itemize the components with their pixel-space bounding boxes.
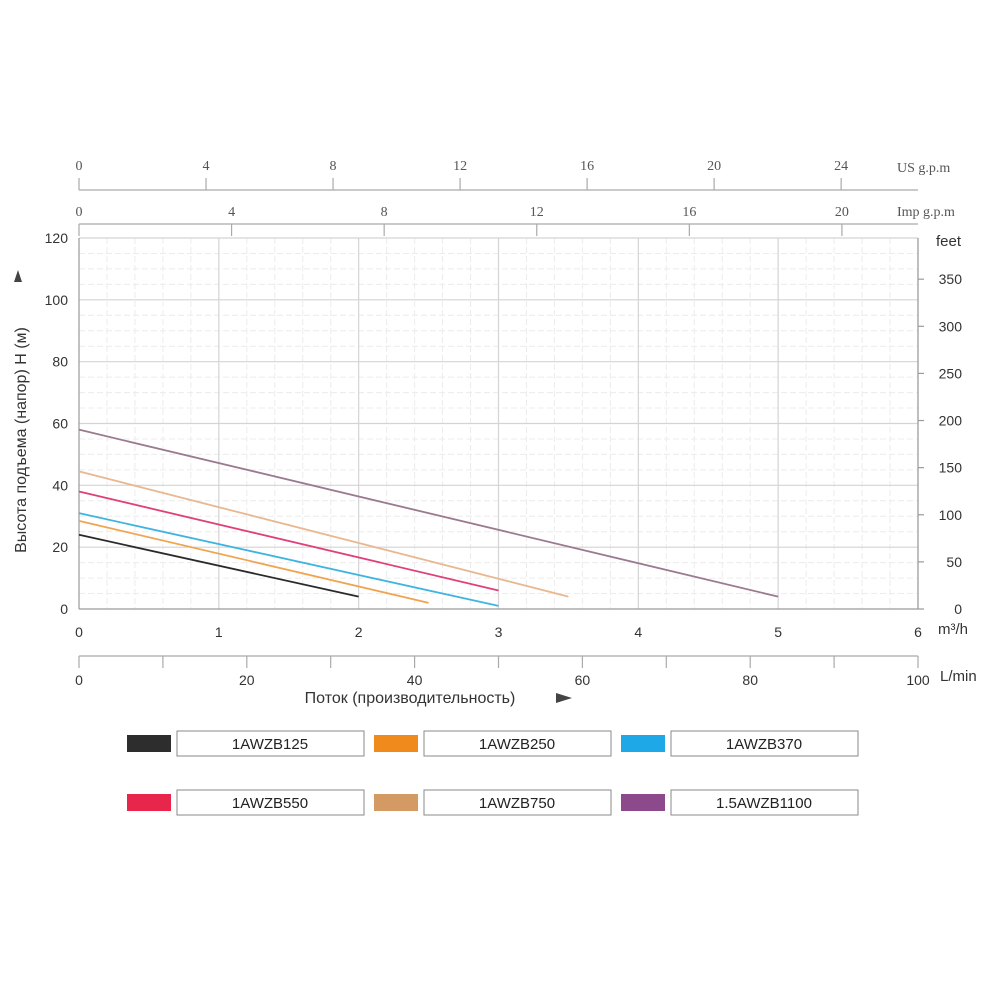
legend-swatch	[621, 735, 665, 752]
us-gpm-axis: 0 4 8 12 16 20 24	[76, 159, 918, 191]
lmin-tick-label: 40	[407, 672, 423, 688]
lmin-axis-unit: L/min	[940, 668, 977, 685]
series-line-1awzb370	[78, 512, 499, 607]
lmin-axis: 0 20 40 60 80 100	[75, 655, 930, 688]
y-tick-label: 0	[60, 601, 68, 617]
x-axis-arrow-icon	[556, 693, 572, 703]
lmin-tick-label: 60	[575, 672, 591, 688]
us-gpm-tick-label: 0	[76, 159, 83, 174]
y-tick-label: 20	[52, 539, 68, 555]
x-tick-label: 2	[355, 624, 363, 640]
lmin-tick-label: 20	[239, 672, 255, 688]
x-tick-label: 5	[774, 624, 782, 640]
legend-label: 1AWZB750	[479, 795, 555, 812]
legend-box	[176, 730, 365, 757]
legend-label: 1AWZB550	[232, 795, 308, 812]
y2-axis-ticks: 0 50 100 150 200 250 300 350	[918, 271, 962, 617]
us-gpm-tick-label: 24	[834, 159, 848, 174]
y-tick-label: 120	[45, 230, 69, 246]
lmin-tick-label: 80	[742, 672, 758, 688]
us-gpm-tick-label: 8	[330, 159, 337, 174]
y2-tick-label: 0	[954, 601, 962, 617]
series-line-1awzb250	[78, 520, 429, 604]
y2-tick-label: 350	[939, 271, 963, 287]
x-axis-title: Поток (производительность)	[305, 690, 516, 707]
imp-gpm-tick-label: 16	[682, 205, 696, 220]
imp-gpm-tick-label: 20	[835, 205, 849, 220]
legend-swatch	[374, 735, 418, 752]
plot-frame	[78, 238, 919, 610]
y2-axis-unit: feet	[936, 233, 962, 250]
legend-swatch	[374, 794, 418, 811]
legend-swatch	[127, 794, 171, 811]
series-line-1-5awzb1100	[78, 428, 779, 598]
imp-gpm-unit: Imp g.p.m	[897, 205, 955, 220]
y2-tick-label: 100	[939, 507, 963, 523]
us-gpm-unit: US g.p.m	[897, 161, 950, 176]
x-tick-label: 1	[215, 624, 223, 640]
legend-box	[670, 730, 859, 757]
lmin-tick-label: 100	[906, 672, 930, 688]
imp-gpm-tick-label: 8	[381, 205, 388, 220]
y-axis-arrow-icon	[14, 270, 22, 282]
legend-swatch	[621, 794, 665, 811]
y-tick-label: 100	[45, 292, 69, 308]
legend-box	[176, 789, 365, 816]
legend-label: 1AWZB370	[726, 736, 802, 753]
imp-gpm-tick-label: 0	[76, 205, 83, 220]
y2-tick-label: 50	[946, 554, 962, 570]
y-tick-label: 40	[52, 477, 68, 493]
series-line-1awzb550	[78, 490, 499, 592]
y2-tick-label: 300	[939, 318, 963, 334]
us-gpm-tick-label: 20	[707, 159, 721, 174]
series-line-1awzb750	[78, 470, 569, 598]
x-tick-label: 6	[914, 624, 922, 640]
legend-label: 1AWZB250	[479, 736, 555, 753]
legend-box	[423, 789, 612, 816]
us-gpm-tick-label: 4	[203, 159, 210, 174]
lmin-tick-label: 0	[75, 672, 83, 688]
major-grid	[79, 237, 919, 609]
y-axis-ticks: 0 20 40 60 80 100 120	[45, 230, 69, 617]
series-line-1awzb125	[78, 533, 359, 598]
us-gpm-tick-label: 12	[453, 159, 467, 174]
y-axis-title: Высота подъема (напор) H (м)	[13, 327, 30, 553]
x-tick-label: 0	[75, 624, 83, 640]
legend-swatch	[127, 735, 171, 752]
y-tick-label: 60	[52, 416, 68, 432]
legend-label: 1.5AWZB1100	[716, 795, 812, 812]
legend-label: 1AWZB125	[232, 736, 308, 753]
legend-box	[423, 730, 612, 757]
imp-gpm-tick-label: 4	[228, 205, 235, 220]
x-axis-ticks: 0 1 2 3 4 5 6	[75, 624, 922, 640]
y2-tick-label: 250	[939, 365, 963, 381]
imp-gpm-tick-label: 12	[530, 205, 544, 220]
x-tick-label: 4	[634, 624, 642, 640]
x-axis-unit: m³/h	[938, 621, 968, 638]
series-lines	[78, 428, 779, 607]
us-gpm-tick-label: 16	[580, 159, 594, 174]
imp-gpm-axis: 0 4 8 12 16 20	[76, 205, 918, 236]
y2-tick-label: 150	[939, 460, 963, 476]
legend: 1AWZB125 1AWZB250 1AWZB370 1AWZB550 1AWZB750…	[127, 730, 859, 816]
y2-tick-label: 200	[939, 413, 963, 429]
legend-box	[670, 789, 859, 816]
y-tick-label: 80	[52, 354, 68, 370]
x-tick-label: 3	[495, 624, 503, 640]
